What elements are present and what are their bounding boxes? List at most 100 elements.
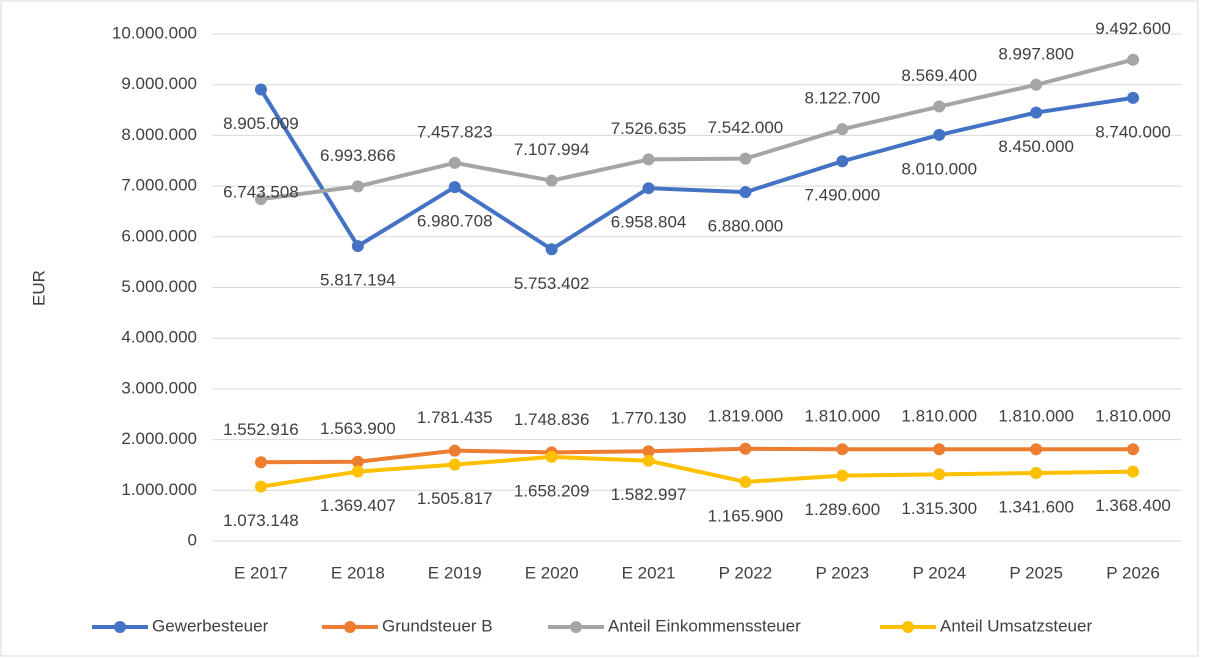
data-label: 1.810.000 <box>805 407 881 426</box>
data-point <box>933 128 946 141</box>
data-label: 8.122.700 <box>805 89 881 108</box>
data-point <box>448 156 461 169</box>
data-point <box>254 83 267 96</box>
data-label: 1.810.000 <box>901 407 977 426</box>
x-tick-label: P 2022 <box>719 563 773 582</box>
data-label: 6.980.708 <box>417 212 493 231</box>
y-axis-label: EUR <box>29 270 48 306</box>
data-point <box>448 444 461 457</box>
x-tick-label: P 2026 <box>1106 563 1160 582</box>
data-label: 6.743.508 <box>223 183 299 202</box>
data-label: 1.819.000 <box>708 406 784 425</box>
data-point <box>933 443 946 456</box>
data-label: 1.073.148 <box>223 511 299 530</box>
data-point <box>642 445 655 458</box>
legend-marker <box>902 621 914 633</box>
y-tick-label: 9.000.000 <box>121 74 197 93</box>
legend-marker <box>114 621 126 633</box>
data-point <box>448 458 461 471</box>
data-label: 5.753.402 <box>514 274 590 293</box>
legend-label: Anteil Umsatzsteuer <box>940 616 1092 635</box>
legend-label: Grundsteuer B <box>382 616 493 635</box>
legend-marker <box>344 621 356 633</box>
series-line <box>259 88 1134 252</box>
data-point <box>1127 465 1140 478</box>
data-label: 1.552.916 <box>223 420 299 439</box>
x-tick-label: P 2025 <box>1009 563 1063 582</box>
y-tick-label: 2.000.000 <box>121 429 197 448</box>
data-point <box>1127 91 1140 104</box>
y-tick-label: 0 <box>188 530 197 549</box>
series-line <box>260 57 1134 202</box>
data-point <box>836 469 849 482</box>
data-label: 1.582.997 <box>611 485 687 504</box>
data-label: 1.810.000 <box>998 407 1074 426</box>
data-point <box>545 243 558 256</box>
data-point <box>254 193 267 206</box>
legend-marker <box>570 621 582 633</box>
data-point <box>739 442 752 455</box>
series-line <box>260 454 1134 489</box>
data-point <box>739 475 752 488</box>
data-point <box>351 465 364 478</box>
data-point <box>1127 443 1140 456</box>
data-label: 1.748.836 <box>514 410 590 429</box>
data-label: 8.010.000 <box>901 159 977 178</box>
data-label: 1.341.600 <box>998 497 1074 516</box>
data-point <box>642 182 655 195</box>
data-label: 8.450.000 <box>998 137 1074 156</box>
data-point <box>836 443 849 456</box>
data-point <box>1030 78 1043 91</box>
y-tick-label: 4.000.000 <box>121 328 197 347</box>
data-label: 6.993.866 <box>320 146 396 165</box>
data-point <box>739 186 752 199</box>
data-point <box>448 181 461 194</box>
data-label: 7.107.994 <box>514 140 590 159</box>
data-label: 1.658.209 <box>514 481 590 500</box>
y-tick-label: 1.000.000 <box>121 480 197 499</box>
data-point <box>642 454 655 467</box>
data-label: 6.880.000 <box>708 217 784 236</box>
data-label: 7.490.000 <box>805 186 881 205</box>
data-label: 8.569.400 <box>901 66 977 85</box>
data-point <box>933 100 946 113</box>
data-label: 1.563.900 <box>320 419 396 438</box>
data-point <box>351 240 364 253</box>
data-label: 1.810.000 <box>1095 407 1171 426</box>
x-tick-label: E 2020 <box>525 563 579 582</box>
data-point <box>1030 106 1043 119</box>
x-tick-label: E 2021 <box>622 563 676 582</box>
data-label: 5.817.194 <box>320 271 396 290</box>
x-tick-label: E 2017 <box>234 563 288 582</box>
data-label: 1.165.900 <box>708 506 784 525</box>
y-tick-label: 10.000.000 <box>112 23 197 42</box>
data-label: 8.740.000 <box>1095 122 1171 141</box>
data-label: 1.289.600 <box>805 500 881 519</box>
y-tick-label: 8.000.000 <box>121 125 197 144</box>
data-label: 1.781.435 <box>417 408 493 427</box>
data-label: 7.526.635 <box>611 119 687 138</box>
data-point <box>1127 53 1140 66</box>
x-tick-label: P 2023 <box>816 563 870 582</box>
x-tick-label: E 2019 <box>428 563 482 582</box>
y-tick-label: 6.000.000 <box>121 226 197 245</box>
data-label: 7.542.000 <box>708 118 784 137</box>
data-point <box>351 180 364 193</box>
data-point <box>933 468 946 481</box>
data-point <box>351 455 364 468</box>
data-point <box>836 123 849 136</box>
data-label: 9.492.600 <box>1095 19 1171 38</box>
x-tick-label: E 2018 <box>331 563 385 582</box>
data-label: 8.905.009 <box>223 114 299 133</box>
legend-label: Anteil Einkommenssteuer <box>608 616 801 635</box>
data-label: 1.315.300 <box>901 499 977 518</box>
data-label: 1.505.817 <box>417 489 493 508</box>
data-label: 1.368.400 <box>1095 496 1171 515</box>
data-point <box>545 174 558 187</box>
data-label: 1.369.407 <box>320 496 396 515</box>
data-point <box>254 480 267 493</box>
data-point <box>739 152 752 165</box>
series-line <box>260 446 1134 465</box>
